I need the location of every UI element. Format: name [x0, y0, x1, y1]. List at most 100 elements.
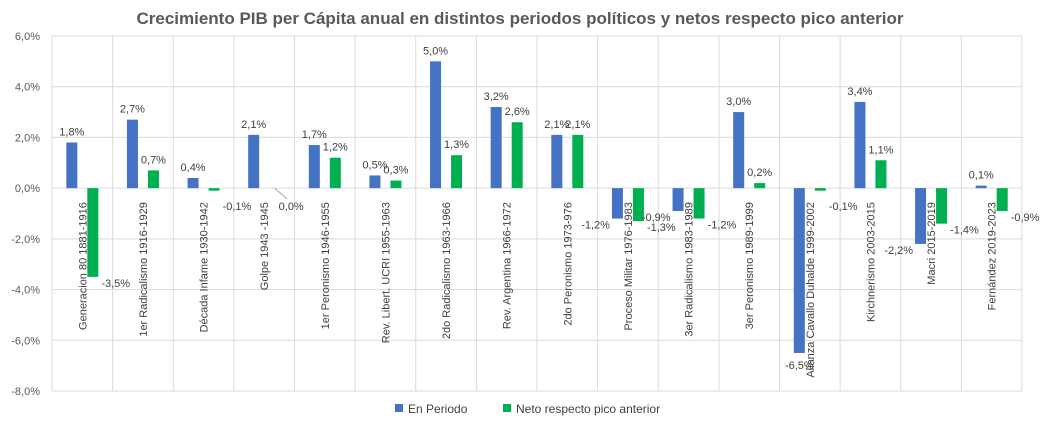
data-label-neto: 0,7%: [141, 154, 166, 166]
category-label: Alianza Cavallo Duhalde 1999-2002: [805, 202, 817, 378]
data-labels: 1,8%-3,5%2,7%0,7%0,4%-0,1%2,1%0,0%1,7%1,…: [59, 45, 1039, 372]
bar-en-periodo: [551, 134, 563, 189]
category-label: 3er Peronismo 1989-1999: [744, 202, 756, 329]
category-label: 2do Radicalismo 1963-1966: [441, 202, 453, 339]
bar-en-periodo: [854, 101, 866, 189]
bar-en-periodo: [187, 178, 199, 189]
data-label-en-periodo: 1,7%: [302, 129, 327, 141]
data-label-en-periodo: -0,9%: [642, 212, 671, 224]
data-label-neto: 1,3%: [444, 139, 469, 151]
bars: [66, 61, 1008, 353]
bar-en-periodo: [126, 119, 138, 189]
legend-swatch-en-periodo: [395, 404, 403, 412]
data-label-neto: -3,5%: [101, 278, 130, 290]
bar-en-periodo: [915, 188, 927, 244]
bar-neto: [511, 122, 523, 189]
data-label-en-periodo: 2,1%: [544, 119, 569, 131]
legend-label-neto: Neto respecto pico anterior: [516, 402, 660, 416]
bar-neto: [390, 180, 402, 189]
data-label-neto: -0,9%: [1011, 212, 1040, 224]
bar-neto: [632, 188, 644, 222]
data-label-neto: 0,3%: [383, 165, 408, 177]
data-label-neto: -0,1%: [829, 201, 858, 213]
data-label-en-periodo: 0,5%: [362, 159, 387, 171]
data-label-neto: -1,4%: [950, 225, 979, 237]
bar-neto: [451, 155, 463, 189]
bar-en-periodo: [611, 188, 623, 219]
category-dividers: [51, 36, 1023, 391]
category-label: Rev. Argentina 1966-1972: [502, 202, 514, 329]
bar-neto: [754, 183, 766, 189]
data-label-neto: -1,3%: [647, 222, 676, 234]
data-label-neto: 1,1%: [868, 144, 893, 156]
chart-title: Crecimiento PIB per Cápita anual en dist…: [136, 9, 903, 28]
category-label: Década Infame 1930-1942: [199, 202, 211, 332]
category-label: 3er Radicalismo 1983-1989: [684, 202, 696, 337]
category-label: Generacion 80 1881-1916: [77, 202, 89, 330]
bar-neto: [87, 188, 99, 277]
category-label: 1er Peronismo 1946-1955: [320, 202, 332, 329]
data-label-en-periodo: 3,0%: [726, 96, 751, 108]
data-label-en-periodo: -2,2%: [884, 245, 913, 257]
y-axis-ticks: -8,0% -6,0% -4,0% -2,0% 0,0% 2,0% 4,0% 6,0%: [11, 31, 40, 398]
data-label-en-periodo: 0,1%: [969, 170, 994, 182]
bar-neto: [936, 188, 948, 224]
data-label-neto: 0,2%: [747, 167, 772, 179]
legend: En Periodo Neto respecto pico anterior: [395, 402, 660, 416]
category-label: Fernández 2019-2023: [987, 202, 999, 310]
data-label-neto: 2,1%: [565, 119, 590, 131]
data-label-en-periodo: -1,2%: [581, 220, 610, 232]
data-label-en-periodo: 1,8%: [59, 127, 84, 139]
legend-label-en-periodo: En Periodo: [408, 402, 468, 416]
bar-en-periodo: [975, 185, 987, 189]
bar-neto: [329, 157, 341, 189]
data-label-neto: -0,1%: [223, 201, 252, 213]
data-label-en-periodo: 2,7%: [120, 104, 145, 116]
category-label: Golpe 1943 -1945: [259, 202, 271, 290]
data-label-en-periodo: 2,1%: [241, 119, 266, 131]
bar-neto: [693, 188, 705, 219]
data-label-neto: 0,0%: [279, 201, 304, 213]
bar-en-periodo: [430, 61, 442, 189]
bar-neto: [875, 160, 887, 189]
data-label-neto: 1,2%: [323, 142, 348, 154]
category-label: Macri 2015-2019: [926, 202, 938, 285]
y-tick-label: 0,0%: [15, 183, 40, 195]
bar-en-periodo: [369, 175, 381, 189]
data-label-en-periodo: -6,5%: [785, 360, 814, 372]
category-label: Proceso Militar 1976-1983: [623, 202, 635, 330]
bar-en-periodo: [793, 188, 805, 353]
bar-en-periodo: [66, 142, 78, 189]
bar-en-periodo: [248, 134, 260, 189]
leader-lines: [274, 187, 288, 200]
y-tick-label: 6,0%: [15, 31, 40, 43]
bar-neto: [572, 134, 584, 189]
bar-en-periodo: [490, 107, 502, 189]
data-label-en-periodo: 3,2%: [484, 91, 509, 103]
data-label-neto: 2,6%: [505, 106, 530, 118]
category-label: 1er Radicalismo 1916-1929: [138, 202, 150, 337]
y-tick-label: 4,0%: [15, 82, 40, 94]
category-label: 2do Peronismo 1973-976: [562, 202, 574, 326]
legend-swatch-neto: [503, 404, 511, 412]
category-label: Kirchnerismo 2003-2015: [865, 202, 877, 322]
bar-en-periodo: [672, 188, 684, 211]
data-label-en-periodo: 0,4%: [181, 162, 206, 174]
bar-neto: [814, 188, 826, 191]
y-tick-label: 2,0%: [15, 132, 40, 144]
leader-line: [274, 187, 288, 200]
bar-en-periodo: [308, 145, 320, 189]
y-tick-label: -4,0%: [11, 285, 40, 297]
category-labels: Generacion 80 1881-1916 1er Radicalismo 1…: [77, 202, 998, 378]
bar-neto: [147, 170, 159, 189]
data-label-en-periodo: 3,4%: [847, 86, 872, 98]
bar-en-periodo: [733, 112, 745, 189]
y-tick-label: -6,0%: [11, 335, 40, 347]
data-label-neto: -1,2%: [708, 220, 737, 232]
category-label: Rev. Libert. UCRI 1955-1963: [380, 202, 392, 343]
data-label-en-periodo: 5,0%: [423, 45, 448, 57]
y-tick-label: -2,0%: [11, 234, 40, 246]
y-tick-label: -8,0%: [11, 386, 40, 398]
